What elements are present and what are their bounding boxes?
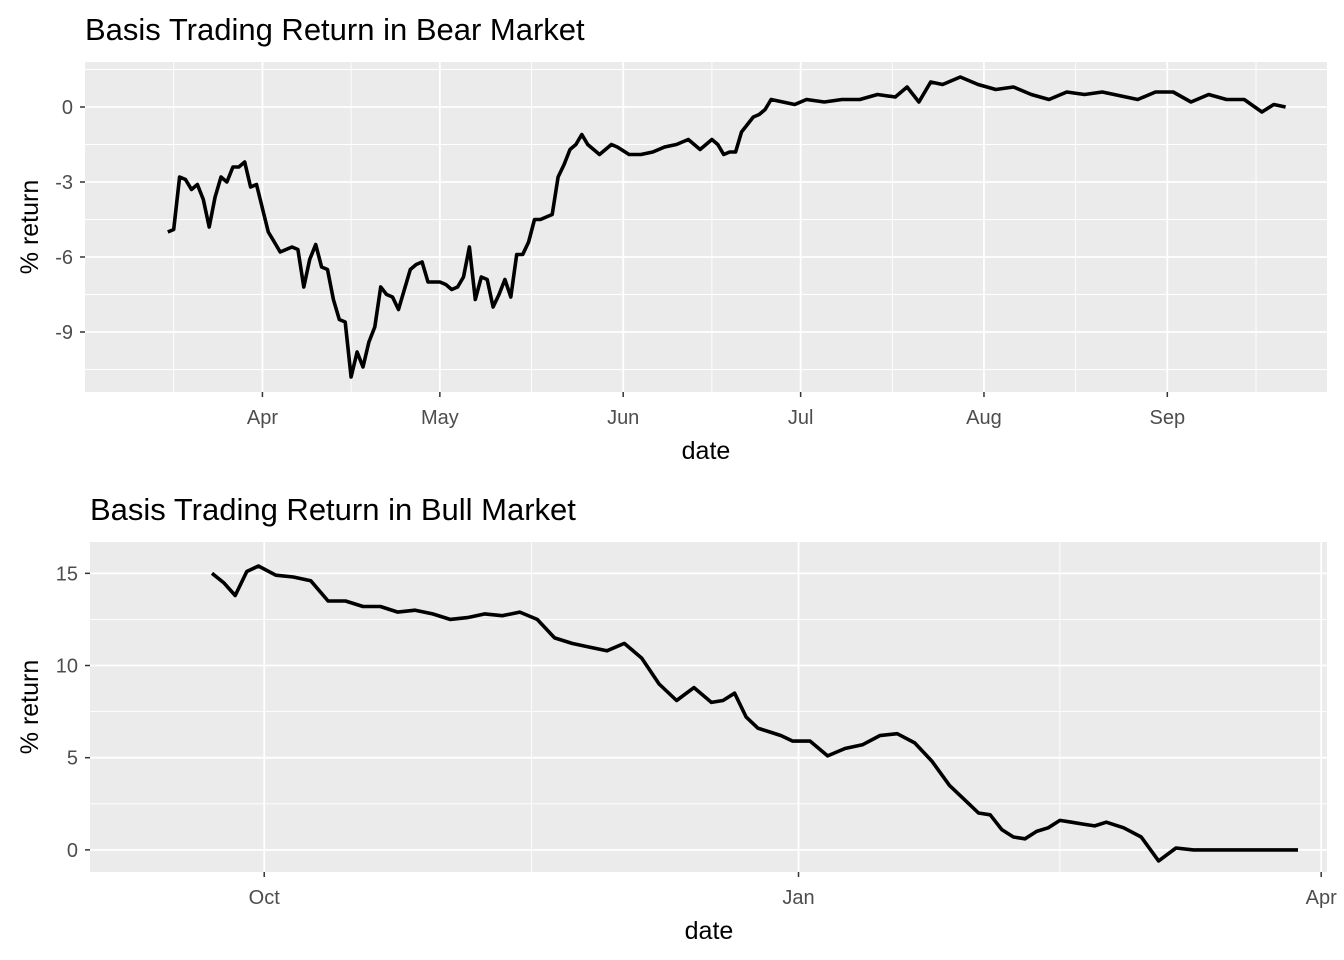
plot-background: [90, 542, 1327, 872]
bear-market-chart: Basis Trading Return in Bear Market Apr M…: [16, 12, 1327, 465]
y-axis-title: % return: [16, 180, 44, 274]
x-axis-title: date: [682, 437, 731, 465]
grid-lines: [90, 542, 1327, 872]
y-tick-label: 5: [67, 748, 78, 770]
plot-background: [85, 62, 1327, 392]
bull-market-chart: Basis Trading Return in Bull Market Oct J…: [16, 492, 1337, 945]
y-axis-title: % return: [16, 660, 44, 754]
x-axis-title: date: [685, 917, 734, 945]
x-tick-label: Jul: [788, 407, 814, 429]
x-axis-ticks: Oct Jan Apr: [249, 872, 1337, 909]
chart-title: Basis Trading Return in Bull Market: [90, 492, 576, 527]
x-tick-label: Apr: [247, 407, 278, 429]
x-tick-label: Sep: [1150, 407, 1186, 429]
y-tick-label: -9: [55, 322, 73, 344]
y-axis-ticks: -9 -6 -3 0: [55, 97, 85, 344]
y-tick-label: 0: [62, 97, 73, 119]
grid-lines: [85, 62, 1327, 392]
x-tick-label: Aug: [966, 407, 1002, 429]
x-tick-label: Apr: [1306, 887, 1337, 909]
y-tick-label: -6: [55, 247, 73, 269]
series-line: [167, 75, 1286, 379]
series-lines: [210, 564, 1298, 863]
series-lines: [167, 75, 1286, 379]
x-tick-label: Jan: [782, 887, 814, 909]
x-tick-label: Jun: [607, 407, 639, 429]
x-axis-ticks: Apr May Jun Jul Aug Sep: [247, 392, 1185, 429]
y-axis-ticks: 0 5 10 15: [56, 563, 90, 862]
series-line: [210, 564, 1298, 863]
y-tick-label: 10: [56, 656, 78, 678]
x-tick-label: May: [421, 407, 459, 429]
x-tick-label: Oct: [249, 887, 281, 909]
y-tick-label: 0: [67, 840, 78, 862]
y-tick-label: -3: [55, 172, 73, 194]
y-tick-label: 15: [56, 563, 78, 585]
chart-title: Basis Trading Return in Bear Market: [85, 12, 585, 47]
